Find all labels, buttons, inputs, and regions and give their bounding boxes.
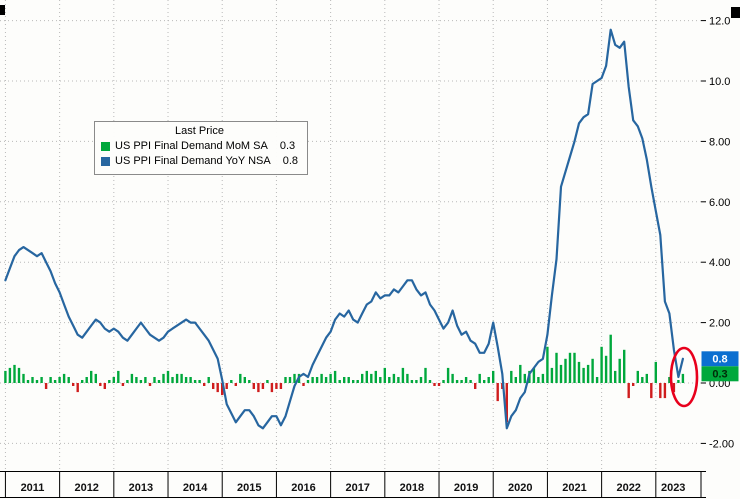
- mom-bars: [4, 334, 685, 423]
- x-tick-label: 2023: [661, 482, 685, 494]
- legend-item-mom-label: US PPI Final Demand MoM SA: [115, 140, 268, 152]
- crop-artifact-left: [0, 5, 5, 15]
- y-tick-label: 2.00: [709, 318, 730, 330]
- mom-swatch-icon: [101, 142, 110, 151]
- legend-item-mom-value: 0.3: [279, 140, 296, 152]
- yoy-line: [4, 28, 685, 430]
- legend-item-yoy: US PPI Final Demand YoY NSA 0.8: [101, 154, 298, 169]
- svg-text:0.8: 0.8: [712, 353, 727, 365]
- highlight-ellipse: [669, 346, 699, 408]
- x-axis: 2011 2012 2013 2014 2015 2016 2017 2018 2019 2020…: [0, 471, 706, 498]
- yoy-last-badge: [701, 351, 739, 367]
- crop-artifact-right: [731, 7, 740, 18]
- x-tick-label: 2020: [508, 482, 532, 494]
- x-tick-label: 2016: [291, 482, 315, 494]
- gridlines: [0, 0, 701, 470]
- x-tick-label: 2012: [74, 482, 98, 494]
- y-tick-label: 6.00: [709, 197, 730, 209]
- legend-title: Last Price: [175, 125, 224, 137]
- y-tick-label: 8.00: [709, 136, 730, 148]
- legend-item-mom: US PPI Final Demand MoM SA 0.3: [101, 139, 298, 154]
- x-tick-label: 2018: [400, 482, 424, 494]
- legend-item-yoy-value: 0.8: [282, 155, 299, 167]
- x-tick-label: 2015: [237, 482, 261, 494]
- yoy-swatch-icon: [101, 157, 110, 166]
- x-tick-label: 2017: [345, 482, 369, 494]
- x-tick-label: 2019: [454, 482, 478, 494]
- last-price-badges: 0.80.3: [701, 351, 739, 382]
- legend: Last Price US PPI Final Demand MoM SA 0.…: [94, 121, 309, 175]
- svg-text:0.3: 0.3: [712, 368, 727, 380]
- y-tick-label: 4.00: [709, 257, 730, 269]
- mom-last-badge: [701, 366, 739, 382]
- legend-item-yoy-label: US PPI Final Demand YoY NSA: [115, 155, 271, 167]
- x-tick-label: 2013: [129, 482, 153, 494]
- x-tick-label: 2011: [21, 482, 45, 494]
- y-tick-label: -2.00: [709, 438, 734, 450]
- x-tick-label: 2021: [562, 482, 586, 494]
- x-tick-label: 2014: [183, 482, 208, 494]
- x-tick-label: 2022: [616, 482, 640, 494]
- y-tick-label: 10.0: [709, 76, 730, 88]
- y-tick-label: 12.0: [709, 16, 730, 28]
